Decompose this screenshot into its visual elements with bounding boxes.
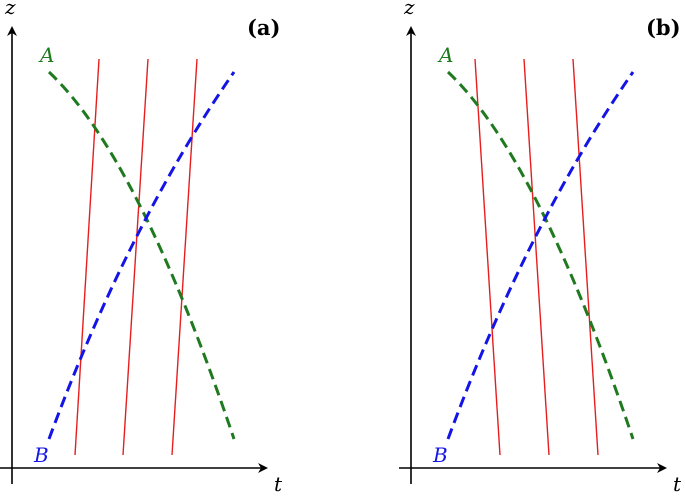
curve-b-panel-a [47,71,236,440]
panel-a: z t (a) A B [0,0,283,496]
z-axis-label-b: z [403,0,415,19]
curve-b-label-a: B [33,443,49,467]
z-axis-label-a: z [4,0,16,19]
red-line-b-3 [572,58,599,456]
curve-b-panel-b [446,71,635,440]
red-line-a-1 [74,58,100,456]
red-line-b-2 [523,58,550,456]
t-axis-label-b: t [673,472,682,496]
curve-b-label-b: B [432,443,448,467]
curve-a-label-b: A [437,43,453,67]
curve-a-panel-b [446,70,635,440]
red-line-b-1 [474,58,501,456]
red-line-a-3 [171,58,198,456]
t-axis-label-a: t [274,472,283,496]
red-line-a-2 [122,58,149,456]
panel-b: z t (b) A B [399,0,682,496]
panel-label-a: (a) [247,15,280,40]
curve-a-label-a: A [38,43,54,67]
panel-label-b: (b) [646,15,681,40]
curve-a-panel-a [47,70,236,440]
